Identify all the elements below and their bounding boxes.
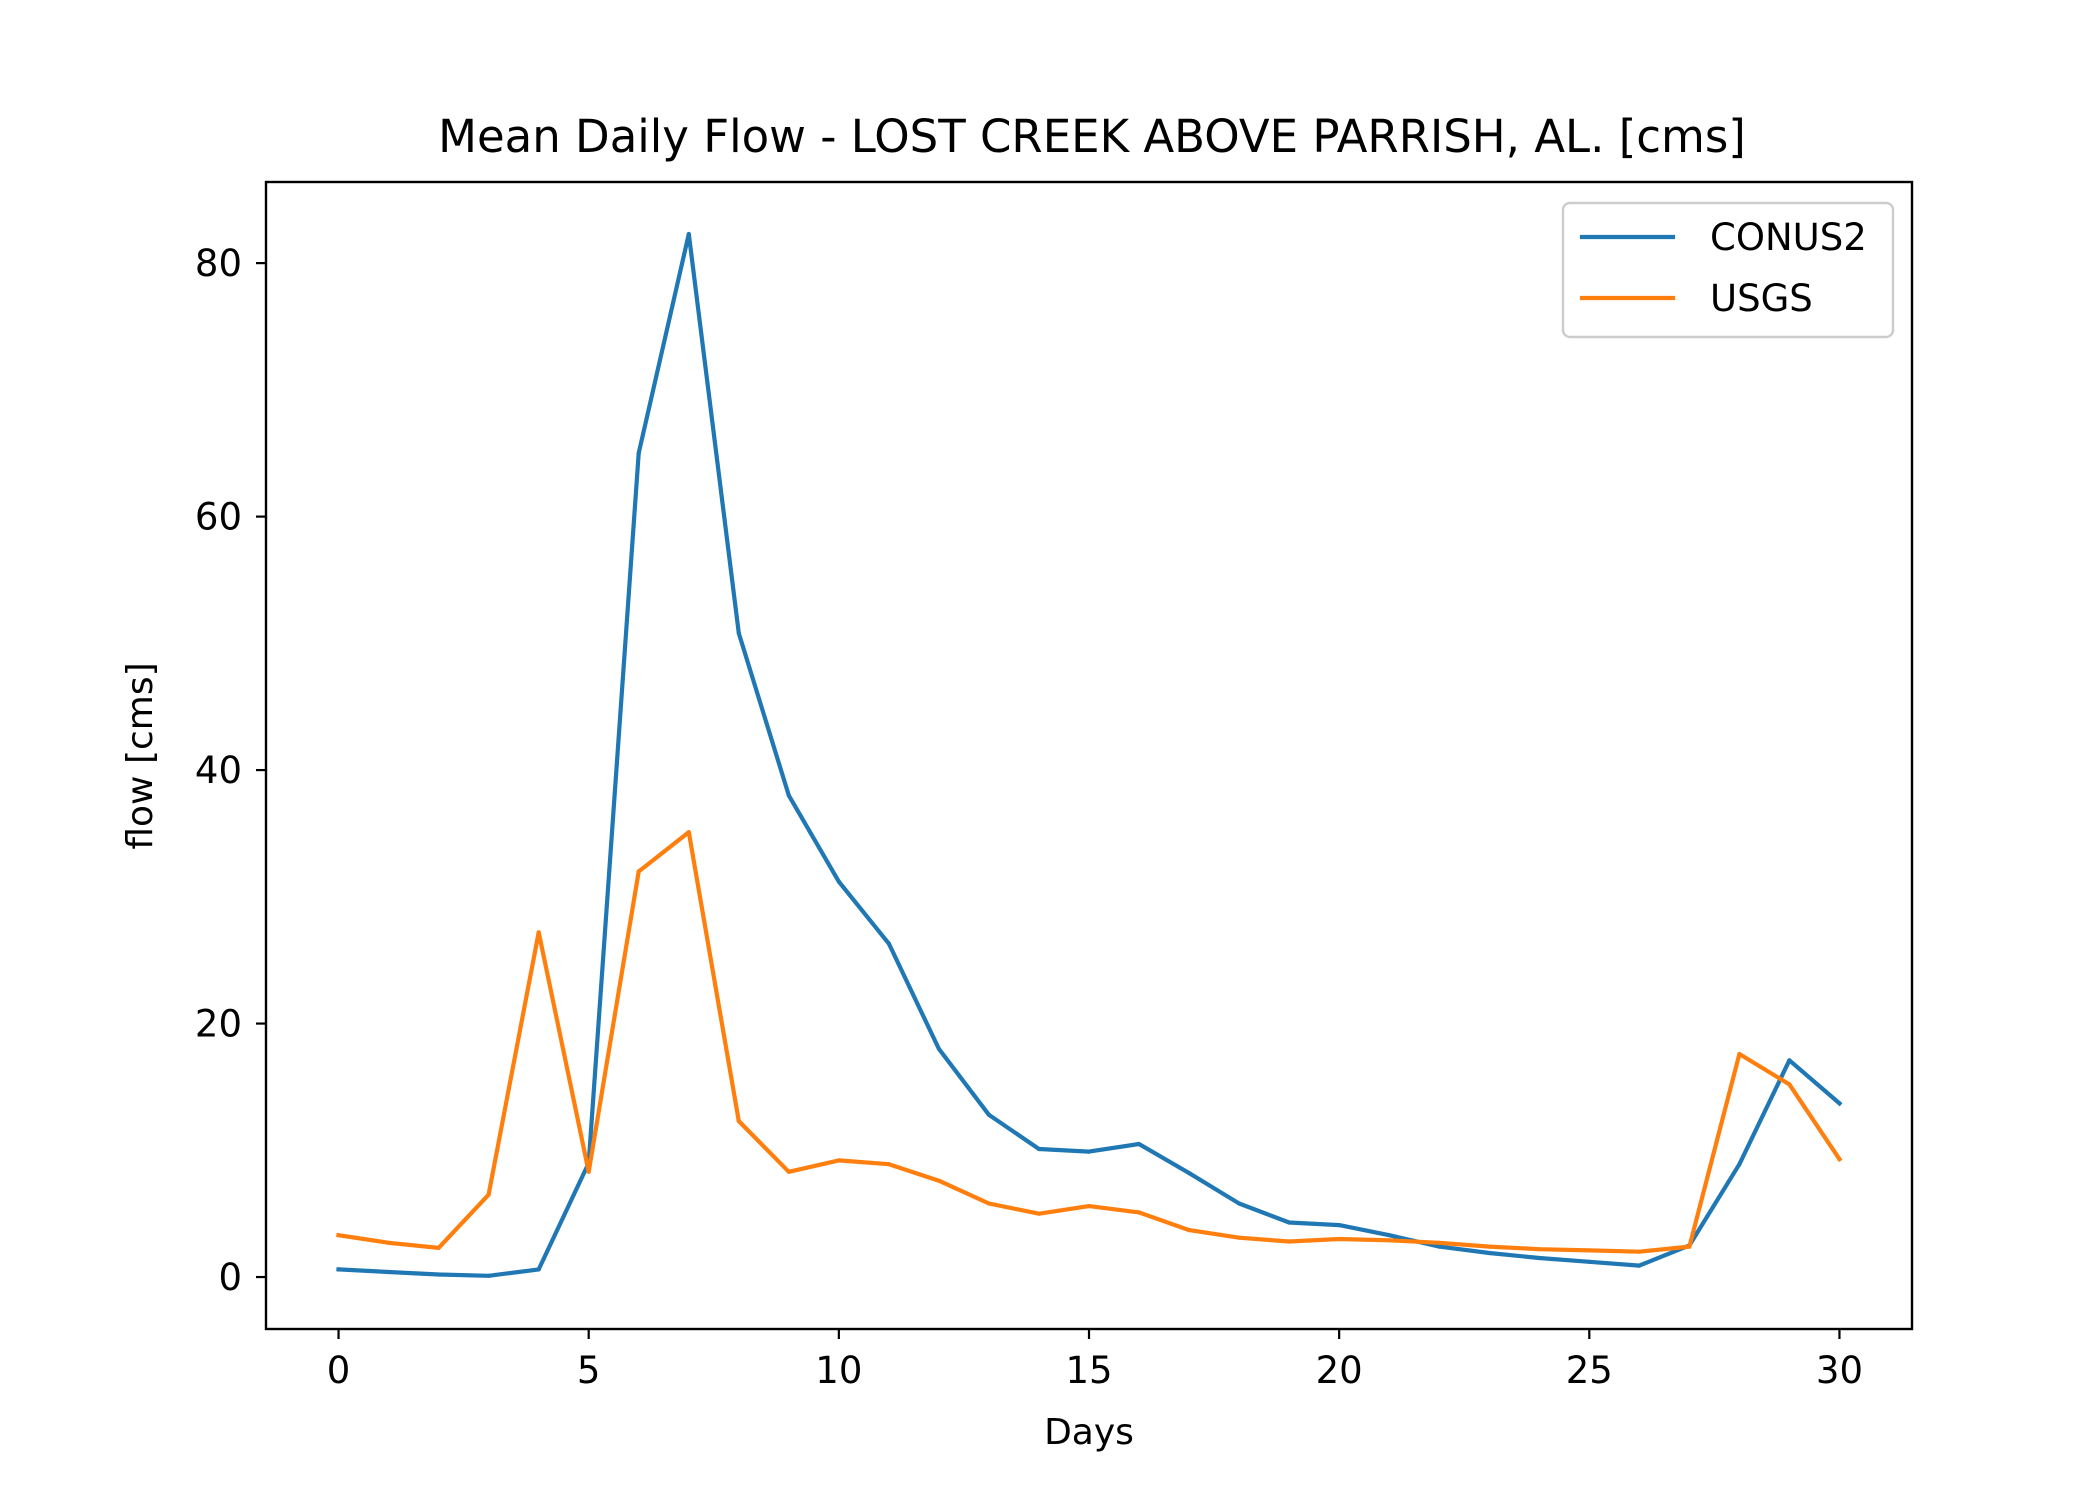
series-layer [336,231,1843,1278]
legend-items: CONUS2 USGS [1579,216,1867,320]
data-point-usgs [636,869,641,874]
y-tick-label: 40 [195,749,242,792]
data-point-conus2 [386,1269,391,1275]
data-point-usgs [1487,1244,1492,1249]
y-tick-label: 60 [195,496,242,539]
y-tick-label: 20 [195,1003,242,1046]
plot-area-frame [264,180,1914,1331]
data-point-usgs [336,1233,341,1238]
data-point-usgs [536,930,541,935]
data-point-conus2 [736,631,741,636]
data-point-conus2 [1136,1141,1142,1147]
data-point-usgs [1036,1211,1042,1216]
data-point-usgs [686,830,691,835]
x-tick-label: 20 [1316,1349,1363,1392]
data-point-conus2 [986,1112,992,1117]
data-point-conus2 [1587,1259,1592,1264]
data-point-conus2 [536,1267,541,1272]
x-tick-label: 30 [1816,1349,1863,1392]
data-point-usgs [1187,1228,1192,1233]
data-point-usgs [1637,1249,1642,1254]
data-point-usgs [386,1240,391,1245]
data-point-conus2 [836,879,841,884]
x-tick-label: 10 [815,1349,862,1392]
data-point-conus2 [336,1267,341,1272]
data-point-usgs [1237,1235,1242,1240]
data-point-usgs [886,1162,892,1167]
data-point-usgs [1437,1240,1442,1245]
data-point-usgs [586,1169,591,1174]
data-point-conus2 [686,231,691,237]
data-point-usgs [1687,1244,1692,1249]
chart-title: Mean Daily Flow - LOST CREEK ABOVE PARRI… [438,110,1746,163]
data-point-usgs [1837,1157,1842,1162]
legend: CONUS2 USGS [1561,201,1895,339]
data-point-conus2 [1437,1244,1442,1249]
y-axis: 0 20 40 60 80 [195,242,266,1299]
data-point-usgs [1737,1051,1742,1057]
data-point-usgs [1337,1236,1342,1242]
data-point-usgs [786,1169,791,1174]
data-point-conus2 [936,1046,942,1051]
x-axis-label: Days [1044,1412,1134,1453]
x-tick-label: 5 [577,1349,601,1392]
x-tick-label: 15 [1065,1349,1112,1392]
data-point-conus2 [1036,1146,1042,1152]
data-point-conus2 [436,1272,441,1277]
data-point-usgs [1587,1248,1592,1253]
data-point-usgs [1387,1238,1392,1243]
data-point-conus2 [1287,1220,1292,1225]
data-point-conus2 [486,1273,491,1278]
data-point-conus2 [1187,1171,1192,1176]
data-point-usgs [936,1178,942,1183]
data-point-conus2 [1237,1201,1242,1206]
data-point-usgs [1537,1247,1542,1252]
data-point-conus2 [1337,1223,1342,1228]
data-point-conus2 [1387,1233,1392,1238]
data-point-conus2 [1487,1250,1492,1256]
x-axis: 0 5 10 15 20 25 30 [327,1329,1863,1392]
data-point-conus2 [1737,1162,1742,1167]
data-point-usgs [986,1201,992,1206]
data-point-usgs [1086,1204,1092,1209]
data-point-conus2 [1086,1149,1092,1154]
x-tick-label: 0 [327,1349,351,1392]
data-point-conus2 [1537,1255,1542,1261]
data-point-usgs [486,1192,491,1197]
data-point-conus2 [786,793,791,798]
data-point-conus2 [636,451,641,456]
legend-label-usgs: USGS [1710,277,1813,320]
x-tick-label: 25 [1566,1349,1613,1392]
data-point-usgs [736,1119,741,1124]
data-point-usgs [1287,1239,1292,1244]
data-point-conus2 [1637,1263,1642,1268]
y-tick-label: 0 [218,1256,242,1299]
y-axis-label: flow [cms] [120,662,161,849]
data-point-usgs [1136,1210,1142,1215]
data-point-usgs [1787,1082,1792,1087]
y-tick-label: 80 [195,242,242,285]
data-point-conus2 [1837,1101,1842,1106]
legend-label-conus2: CONUS2 [1710,216,1867,259]
data-point-conus2 [886,941,892,946]
data-point-conus2 [1787,1058,1792,1063]
data-point-usgs [436,1245,441,1250]
data-point-usgs [836,1158,841,1163]
